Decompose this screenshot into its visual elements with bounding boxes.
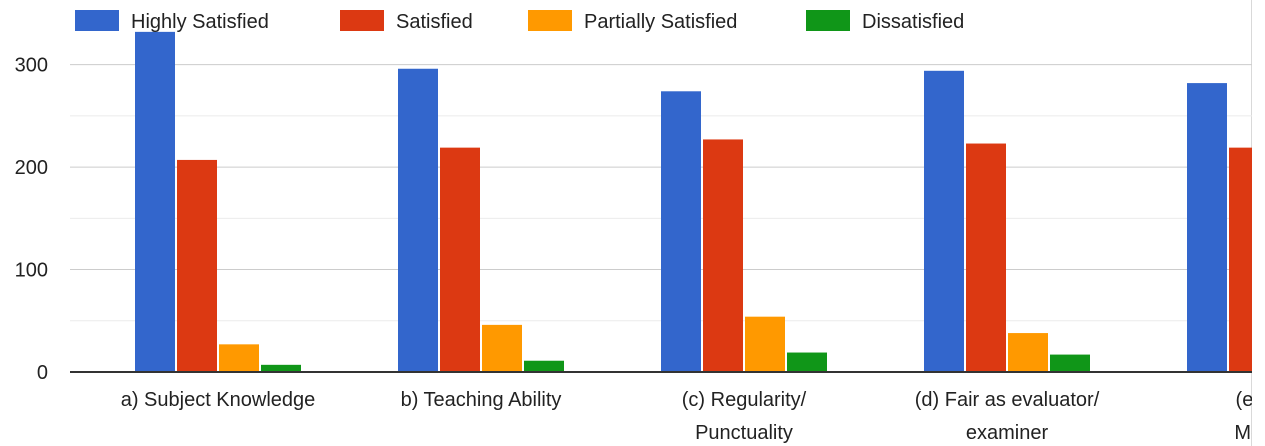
bar-partially-satisfied xyxy=(1008,333,1048,372)
gridlines xyxy=(70,64,1252,322)
x-category-label: Punctuality xyxy=(695,422,793,444)
y-tick-label: 0 xyxy=(37,362,48,384)
bar-satisfied xyxy=(440,147,480,372)
bars xyxy=(135,31,1252,373)
bar-highly-satisfied xyxy=(398,68,438,373)
bar-partially-satisfied xyxy=(219,344,259,372)
x-category-label: (e) Men xyxy=(1236,389,1252,411)
bar-satisfied xyxy=(177,159,217,372)
bar-satisfied xyxy=(1229,147,1252,372)
legend-swatch xyxy=(340,10,384,31)
bar-partially-satisfied xyxy=(745,316,785,372)
legend-swatch xyxy=(528,10,572,31)
legend-label: Partially Satisfied xyxy=(584,11,737,33)
legend-swatch xyxy=(806,10,850,31)
bar-partially-satisfied xyxy=(482,324,522,372)
legend-label: Dissatisfied xyxy=(862,11,964,33)
bar-highly-satisfied xyxy=(924,70,964,372)
x-category-label: examiner xyxy=(966,422,1049,444)
y-tick-label: 200 xyxy=(15,157,48,179)
x-category-label: a) Subject Knowledge xyxy=(121,389,316,411)
bar-highly-satisfied xyxy=(135,31,175,373)
x-category-label: (d) Fair as evaluator/ xyxy=(915,389,1100,411)
bar-dissatisfied xyxy=(261,364,301,372)
y-tick-label: 300 xyxy=(15,55,48,77)
bar-dissatisfied xyxy=(1050,354,1090,372)
legend-swatch xyxy=(75,10,119,31)
bar-dissatisfied xyxy=(524,360,564,372)
bar-satisfied xyxy=(966,143,1006,372)
legend-label: Satisfied xyxy=(396,11,473,33)
legend: Highly Satisfied Satisfied Partially Satis… xyxy=(75,10,964,33)
legend-label: Highly Satisfied xyxy=(131,11,269,33)
x-category-labels: a) Subject Knowledge b) Teaching Ability (… xyxy=(121,389,1252,444)
bar-dissatisfied xyxy=(787,352,827,372)
y-tick-label: 100 xyxy=(15,260,48,282)
y-tick-labels: 0 100 200 300 xyxy=(15,55,48,384)
bar-satisfied xyxy=(703,139,743,372)
bar-highly-satisfied xyxy=(1187,83,1227,372)
bar-highly-satisfied xyxy=(661,91,701,373)
x-category-label: b) Teaching Ability xyxy=(401,389,562,411)
x-category-label: (c) Regularity/ xyxy=(682,389,807,411)
x-category-label: Model a xyxy=(1234,422,1252,444)
